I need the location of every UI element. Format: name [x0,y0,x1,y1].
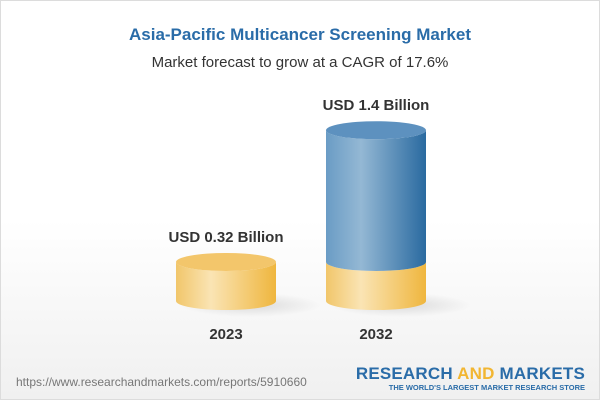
cylinder-growth-segment-2032 [326,130,426,271]
chart-title: Asia-Pacific Multicancer Screening Marke… [128,25,472,44]
research-and-markets-logo: RESEARCH AND MARKETS THE WORLD'S LARGEST… [355,364,585,393]
cylinder-top-2023 [176,252,276,271]
cylinder-base-segment-2032 [326,261,426,310]
category-label: 2032 [359,326,392,343]
data-label: USD 1.4 Billion [323,97,430,114]
category-label: 2023 [209,326,242,343]
data-label: USD 0.32 Billion [168,229,283,246]
cylinder-body-2023 [176,261,276,310]
source-url[interactable]: https://www.researchandmarkets.com/repor… [16,375,307,389]
cylinder-top-2032 [326,121,426,140]
chart-subtitle: Market forecast to grow at a CAGR of 17.… [151,54,449,71]
